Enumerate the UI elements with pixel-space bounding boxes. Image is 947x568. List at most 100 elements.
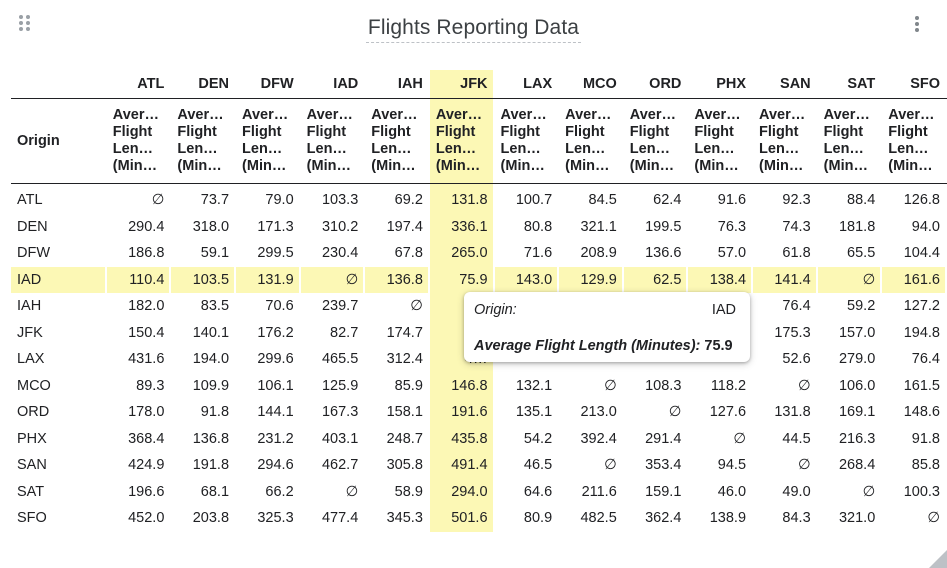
table-cell[interactable]: 194.0 xyxy=(171,346,236,373)
table-cell[interactable]: 88.4 xyxy=(818,184,883,214)
table-cell[interactable]: 136.8 xyxy=(171,426,236,453)
table-cell[interactable]: 465.5 xyxy=(301,346,366,373)
measure-header[interactable]: Aver… Flight Len… (Min… xyxy=(882,99,947,184)
table-cell[interactable]: 290.4 xyxy=(107,214,172,241)
table-cell[interactable]: 191.6 xyxy=(429,399,495,426)
table-cell[interactable]: 80.8 xyxy=(495,214,560,241)
table-cell[interactable]: 157.0 xyxy=(818,320,883,347)
table-cell[interactable]: 104.4 xyxy=(882,240,947,267)
table-cell[interactable]: 126.8 xyxy=(882,184,947,214)
table-cell[interactable]: 362.4 xyxy=(624,505,689,532)
table-cell[interactable]: 76.4 xyxy=(882,346,947,373)
row-header-mco[interactable]: MCO xyxy=(11,373,107,400)
table-cell[interactable]: 106.0 xyxy=(818,373,883,400)
chart-title[interactable]: Flights Reporting Data xyxy=(365,16,582,43)
column-header-san[interactable]: SAN xyxy=(753,70,818,99)
table-cell[interactable]: ∅ xyxy=(688,426,753,453)
table-cell[interactable]: 118.2 xyxy=(688,373,753,400)
table-cell[interactable]: 125.9 xyxy=(301,373,366,400)
table-cell[interactable]: 392.4 xyxy=(559,426,624,453)
column-header-lax[interactable]: LAX xyxy=(494,70,560,99)
measure-header[interactable]: Aver… Flight Len… (Min… xyxy=(494,99,560,184)
table-cell[interactable]: 321.1 xyxy=(559,214,624,241)
measure-header[interactable]: Aver… Flight Len… (Min… xyxy=(559,99,624,184)
table-cell[interactable]: 325.3 xyxy=(236,505,301,532)
table-cell[interactable]: 175.3 xyxy=(753,320,818,347)
table-cell[interactable]: 452.0 xyxy=(107,505,172,532)
table-cell[interactable]: 75.9 xyxy=(429,266,495,293)
table-cell[interactable]: 182.0 xyxy=(107,293,172,320)
measure-header[interactable]: Aver… Flight Len… (Min… xyxy=(817,99,883,184)
table-cell[interactable]: 138.9 xyxy=(688,505,753,532)
table-cell[interactable]: 196.6 xyxy=(107,479,172,506)
column-header-phx[interactable]: PHX xyxy=(688,70,754,99)
table-cell[interactable]: 310.2 xyxy=(301,214,366,241)
table-cell[interactable]: 186.8 xyxy=(107,240,172,267)
table-cell[interactable]: 109.9 xyxy=(171,373,236,400)
table-cell[interactable]: 132.1 xyxy=(495,373,560,400)
table-cell[interactable]: 82.7 xyxy=(301,320,366,347)
column-header-sfo[interactable]: SFO xyxy=(882,70,947,99)
table-cell[interactable]: 76.4 xyxy=(753,293,818,320)
table-cell[interactable]: 368.4 xyxy=(107,426,172,453)
table-cell[interactable]: ∅ xyxy=(107,184,172,214)
table-cell[interactable]: 54.2 xyxy=(495,426,560,453)
table-cell[interactable]: 178.0 xyxy=(107,399,172,426)
table-cell[interactable]: 59.1 xyxy=(171,240,236,267)
column-header-dfw[interactable]: DFW xyxy=(236,70,301,99)
measure-header[interactable]: Aver… Flight Len… (Min… xyxy=(753,99,818,184)
row-header-ord[interactable]: ORD xyxy=(11,399,107,426)
column-header-sat[interactable]: SAT xyxy=(817,70,883,99)
table-cell[interactable]: 161.5 xyxy=(882,373,947,400)
measure-header[interactable]: Aver… Flight Len… (Min… xyxy=(623,99,689,184)
table-cell[interactable]: 84.5 xyxy=(559,184,624,214)
table-cell[interactable]: 46.0 xyxy=(688,479,753,506)
table-cell[interactable]: 197.4 xyxy=(365,214,430,241)
table-cell[interactable]: 80.9 xyxy=(495,505,560,532)
table-cell[interactable]: 103.5 xyxy=(171,266,237,293)
table-cell[interactable]: 141.4 xyxy=(753,266,818,293)
table-cell[interactable]: 49.0 xyxy=(753,479,818,506)
table-cell[interactable]: 129.9 xyxy=(559,266,624,293)
table-cell[interactable]: 62.4 xyxy=(624,184,689,214)
origin-header[interactable]: Origin xyxy=(11,99,107,184)
table-cell[interactable]: 208.9 xyxy=(559,240,624,267)
measure-header[interactable]: Aver… Flight Len… (Min… xyxy=(236,99,301,184)
table-cell[interactable]: 73.7 xyxy=(171,184,236,214)
table-cell[interactable]: 279.0 xyxy=(818,346,883,373)
table-cell[interactable]: 144.1 xyxy=(236,399,301,426)
table-cell[interactable]: 140.1 xyxy=(171,320,236,347)
table-cell[interactable]: 148.6 xyxy=(882,399,947,426)
table-cell[interactable]: 161.6 xyxy=(882,266,947,293)
table-cell[interactable]: 299.6 xyxy=(236,346,301,373)
table-cell[interactable]: 169.1 xyxy=(818,399,883,426)
table-cell[interactable]: ∅ xyxy=(301,479,366,506)
table-cell[interactable]: 230.4 xyxy=(301,240,366,267)
table-cell[interactable]: 100.7 xyxy=(495,184,560,214)
row-header-lax[interactable]: LAX xyxy=(11,346,107,373)
row-header-jfk[interactable]: JFK xyxy=(11,320,107,347)
measure-header[interactable]: Aver… Flight Len… (Min… xyxy=(429,99,495,184)
table-cell[interactable]: 265.0 xyxy=(429,240,495,267)
table-cell[interactable]: 403.1 xyxy=(301,426,366,453)
table-cell[interactable]: 136.8 xyxy=(365,266,430,293)
table-cell[interactable]: 150.4 xyxy=(107,320,172,347)
table-cell[interactable]: 462.7 xyxy=(301,452,366,479)
row-header-san[interactable]: SAN xyxy=(11,452,107,479)
table-cell[interactable]: 92.3 xyxy=(753,184,818,214)
table-cell[interactable]: 91.6 xyxy=(688,184,753,214)
table-cell[interactable]: ∅ xyxy=(753,452,818,479)
measure-header[interactable]: Aver… Flight Len… (Min… xyxy=(300,99,366,184)
measure-header[interactable]: Aver… Flight Len… (Min… xyxy=(171,99,237,184)
table-cell[interactable]: 181.8 xyxy=(818,214,883,241)
table-cell[interactable]: 58.9 xyxy=(365,479,430,506)
table-cell[interactable]: 336.1 xyxy=(429,213,495,240)
row-header-sfo[interactable]: SFO xyxy=(11,505,107,532)
measure-header[interactable]: Aver… Flight Len… (Min… xyxy=(106,99,172,184)
row-header-iah[interactable]: IAH xyxy=(11,293,107,320)
table-cell[interactable]: ∅ xyxy=(817,266,883,293)
table-cell[interactable]: ∅ xyxy=(818,479,883,506)
table-cell[interactable]: 194.8 xyxy=(882,320,947,347)
table-cell[interactable]: 146.8 xyxy=(429,372,495,399)
resize-corner-icon[interactable] xyxy=(929,550,947,568)
